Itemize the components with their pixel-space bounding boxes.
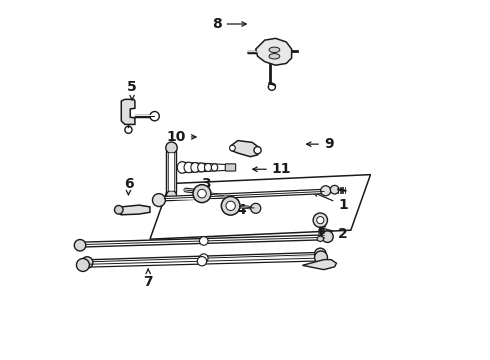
Circle shape — [74, 239, 86, 251]
Ellipse shape — [184, 162, 194, 173]
Polygon shape — [256, 39, 292, 65]
Ellipse shape — [197, 163, 205, 172]
Circle shape — [115, 206, 123, 214]
Circle shape — [320, 186, 331, 196]
FancyBboxPatch shape — [167, 150, 176, 194]
Polygon shape — [231, 140, 259, 157]
Text: 9: 9 — [307, 137, 334, 151]
FancyBboxPatch shape — [169, 153, 174, 191]
Circle shape — [317, 217, 324, 224]
Circle shape — [197, 257, 207, 266]
Text: 11: 11 — [253, 162, 292, 176]
Circle shape — [167, 190, 176, 201]
Circle shape — [330, 185, 339, 194]
Text: 6: 6 — [123, 177, 133, 195]
Circle shape — [199, 254, 208, 262]
Circle shape — [199, 237, 208, 245]
Ellipse shape — [191, 163, 199, 172]
Circle shape — [226, 201, 235, 211]
Circle shape — [315, 251, 327, 264]
Text: 8: 8 — [212, 17, 246, 31]
Circle shape — [166, 142, 177, 153]
Text: 5: 5 — [127, 80, 137, 100]
Polygon shape — [118, 205, 150, 215]
Circle shape — [313, 213, 327, 227]
Circle shape — [152, 194, 166, 207]
Circle shape — [269, 83, 275, 90]
Circle shape — [251, 203, 261, 213]
Polygon shape — [150, 175, 370, 239]
Circle shape — [150, 112, 159, 121]
Ellipse shape — [269, 47, 280, 53]
Circle shape — [221, 197, 240, 215]
Text: 1: 1 — [314, 192, 348, 212]
Polygon shape — [302, 260, 337, 270]
Text: 10: 10 — [167, 130, 196, 144]
Polygon shape — [317, 236, 323, 242]
Ellipse shape — [204, 163, 212, 171]
Circle shape — [193, 185, 211, 203]
Circle shape — [76, 258, 89, 271]
Ellipse shape — [269, 54, 280, 59]
Text: 4: 4 — [237, 203, 246, 217]
Circle shape — [81, 257, 93, 268]
Circle shape — [197, 189, 206, 198]
Polygon shape — [122, 99, 135, 125]
FancyBboxPatch shape — [225, 164, 236, 171]
Circle shape — [322, 231, 333, 242]
Circle shape — [125, 126, 132, 134]
Text: 7: 7 — [144, 269, 153, 289]
Ellipse shape — [177, 162, 187, 173]
Ellipse shape — [211, 164, 218, 171]
Circle shape — [315, 248, 326, 260]
Circle shape — [254, 147, 261, 154]
Text: 3: 3 — [201, 177, 210, 195]
Text: 2: 2 — [321, 227, 348, 241]
Circle shape — [230, 145, 235, 151]
